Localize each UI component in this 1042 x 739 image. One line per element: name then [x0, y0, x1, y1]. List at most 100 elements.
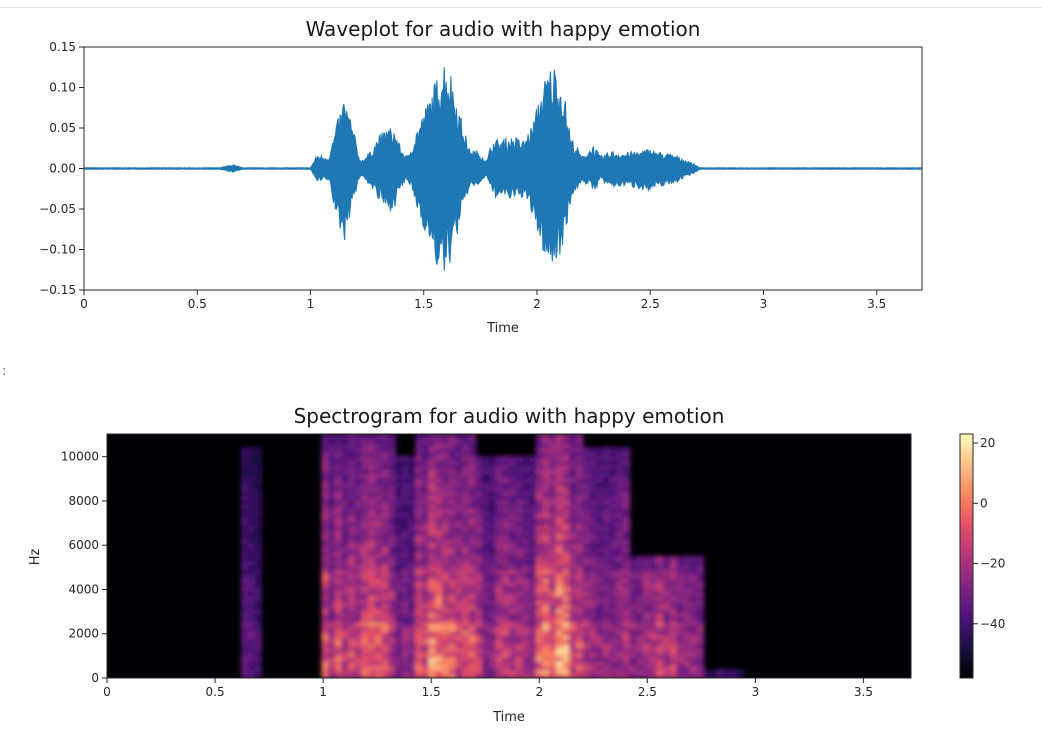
spectrogram-cell	[368, 673, 376, 678]
spectrogram-cell	[535, 651, 544, 658]
spectrogram-cell	[643, 599, 651, 605]
waveplot-x-tick-label: 1.5	[414, 297, 433, 311]
spectrogram-cell	[509, 516, 517, 522]
spectrogram-cell	[488, 542, 497, 549]
spectrogram-cell	[696, 617, 705, 623]
spectrogram-cell	[622, 490, 631, 496]
spectrogram-cell	[334, 473, 343, 479]
spectrogram-cell	[468, 603, 477, 610]
spectrogram-cell	[375, 547, 383, 553]
spectrogram-cell	[656, 621, 664, 627]
spectrogram-cell	[361, 643, 370, 649]
spectrogram-cell	[515, 656, 524, 662]
spectrogram-cell	[576, 547, 584, 553]
spectrogram-cell	[689, 669, 698, 675]
spectrogram-cell	[254, 490, 262, 496]
spectrogram-cell	[448, 564, 457, 570]
spectrogram-cell	[415, 560, 423, 566]
spectrogram-cell	[622, 512, 631, 518]
spectrogram-cell	[649, 625, 658, 631]
spectrogram-cell	[381, 495, 390, 501]
spectrogram-cell	[696, 612, 705, 618]
spectrogram-cell	[455, 612, 463, 618]
spectrogram-cell	[562, 603, 571, 610]
spectrogram-cell	[368, 464, 376, 470]
spectrogram-cell	[562, 481, 571, 488]
spectrogram-cell	[589, 508, 597, 514]
spectrogram-x-tick-label: 0	[103, 685, 111, 699]
spectrogram-cell	[475, 460, 483, 466]
spectrogram-cell	[649, 595, 658, 601]
spectrogram-cell	[334, 560, 343, 566]
spectrogram-cell	[522, 564, 530, 570]
spectrogram-cell	[368, 569, 376, 575]
spectrogram-cell	[596, 556, 604, 562]
spectrogram-cell	[509, 481, 517, 488]
spectrogram-cell	[415, 634, 423, 640]
spectrogram-cell	[555, 486, 564, 492]
waveplot-title: Waveplot for audio with happy emotion	[306, 17, 701, 41]
spectrogram-cell	[495, 669, 504, 675]
spectrogram-cell	[522, 512, 530, 518]
spectrogram-cell	[616, 547, 624, 553]
spectrogram-cell	[535, 630, 544, 636]
spectrogram-cell	[609, 473, 617, 479]
spectrogram-cell	[562, 434, 571, 440]
spectrogram-cell	[361, 508, 370, 514]
spectrogram-cell	[529, 638, 537, 644]
spectrogram-cell	[435, 603, 443, 610]
spectrogram-cell	[669, 664, 678, 671]
spectrogram-cell	[442, 460, 450, 466]
spectrogram-cell	[549, 534, 557, 540]
spectrogram-cell	[482, 656, 490, 662]
spectrogram-cell	[549, 495, 557, 501]
spectrogram-cell	[716, 673, 725, 678]
spectrogram-cell	[475, 617, 483, 623]
spectrogram-cell	[562, 634, 571, 640]
spectrogram-cell	[381, 656, 390, 662]
spectrogram-cell	[241, 603, 249, 610]
spectrogram-cell	[656, 582, 664, 588]
spectrogram-cell	[696, 603, 705, 610]
spectrogram-cell	[408, 603, 416, 610]
spectrogram-cell	[696, 638, 705, 644]
spectrogram-cell	[515, 464, 524, 470]
spectrogram-cell	[555, 438, 564, 444]
spectrogram-cell	[354, 586, 363, 592]
spectrogram-cell	[254, 612, 262, 618]
spectrogram-cell	[321, 599, 329, 605]
spectrogram-cell	[555, 664, 564, 671]
spectrogram-cell	[509, 599, 517, 605]
spectrogram-cell	[428, 451, 437, 457]
spectrogram-cell	[462, 516, 470, 522]
spectrogram-cell	[328, 538, 336, 544]
spectrogram-cell	[475, 647, 483, 653]
spectrogram-cell	[388, 481, 396, 488]
spectrogram-cell	[341, 564, 349, 570]
spectrogram-cell	[602, 625, 611, 631]
spectrogram-cell	[582, 542, 591, 549]
spectrogram-cell	[401, 529, 410, 536]
spectrogram-cell	[408, 481, 416, 488]
spectrogram-cell	[589, 651, 597, 658]
spectrogram-cell	[649, 647, 658, 653]
spectrogram-cell	[475, 651, 483, 658]
spectrogram-cell	[401, 486, 410, 492]
spectrogram-cell	[462, 551, 470, 557]
spectrogram-cell	[488, 656, 497, 662]
spectrogram-cell	[435, 564, 443, 570]
spectrogram-cell	[448, 529, 457, 536]
spectrogram-cell	[442, 573, 450, 579]
spectrogram-cell	[428, 499, 437, 505]
spectrogram-cell	[341, 460, 349, 466]
spectrogram-cell	[321, 481, 329, 488]
spectrogram-cell	[576, 660, 584, 666]
spectrogram-cell	[361, 590, 370, 597]
spectrogram-cell	[381, 438, 390, 444]
spectrogram-cell	[415, 464, 423, 470]
spectrogram-cell	[542, 638, 550, 644]
spectrogram-cell	[348, 451, 356, 457]
spectrogram-cell	[468, 569, 477, 575]
spectrogram-cell	[616, 643, 624, 649]
spectrogram-cell	[475, 464, 483, 470]
